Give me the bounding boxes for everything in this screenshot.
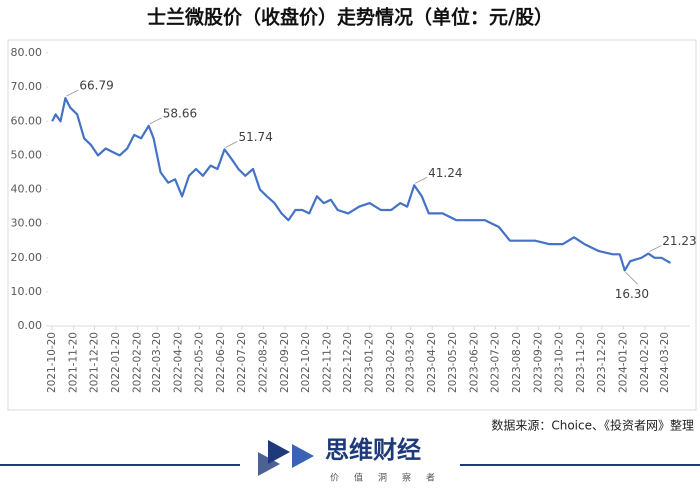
x-tick-label: 2023-05-20 xyxy=(447,332,459,393)
x-tick-label: 2023-11-20 xyxy=(575,332,587,393)
x-tick-label: 2022-07-20 xyxy=(236,332,248,393)
annotation-label: 58.66 xyxy=(163,106,197,120)
x-tick-label: 2022-09-20 xyxy=(279,332,291,393)
annotation-label: 51.74 xyxy=(238,130,272,144)
x-tick-label: 2022-11-20 xyxy=(321,332,333,393)
x-tick-label: 2023-06-20 xyxy=(469,332,481,393)
tagline-char: 价 xyxy=(330,473,339,484)
annotation-leader xyxy=(625,272,639,285)
x-tick-label: 2023-04-20 xyxy=(426,332,438,393)
x-tick-label: 2023-03-20 xyxy=(405,332,417,393)
plot-frame xyxy=(7,39,697,411)
price-line xyxy=(51,97,672,272)
x-tick-label: 2024-01-20 xyxy=(617,332,629,393)
y-tick-label: 50.00 xyxy=(11,148,43,161)
annotation-label: 16.30 xyxy=(615,287,649,301)
x-tick-label: 2023-07-20 xyxy=(489,332,501,393)
annotation-leader xyxy=(414,176,428,184)
x-tick-label: 2022-03-20 xyxy=(151,332,163,393)
x-tick-label: 2022-04-20 xyxy=(173,332,185,393)
x-tick-label: 2022-06-20 xyxy=(215,332,227,393)
x-tick-label: 2023-10-20 xyxy=(553,332,565,393)
x-tick-label: 2023-09-20 xyxy=(533,332,545,393)
annotation-label: 66.79 xyxy=(79,79,113,93)
annotation-label: 21.23 xyxy=(662,234,696,248)
brand-name: 思维财经 xyxy=(325,436,421,464)
y-tick-label: 70.00 xyxy=(11,80,43,93)
y-tick-label: 80.00 xyxy=(11,46,43,59)
chart-title: 士兰微股价（收盘价）走势情况（单位：元/股） xyxy=(147,6,553,29)
tagline-char: 者 xyxy=(426,473,435,484)
annotation-leader xyxy=(66,89,79,97)
y-tick-label: 20.00 xyxy=(11,251,43,264)
x-tick-label: 2022-02-20 xyxy=(132,332,144,393)
y-tick-label: 30.00 xyxy=(11,217,43,230)
tagline-char: 值 xyxy=(354,472,363,484)
x-tick-label: 2022-01-20 xyxy=(110,332,122,393)
x-tick-label: 2022-12-20 xyxy=(342,332,354,393)
annotation-label: 41.24 xyxy=(428,166,462,180)
y-tick-label: 0.00 xyxy=(18,319,43,332)
x-tick-label: 2022-05-20 xyxy=(193,332,205,393)
x-tick-label: 2024-02-20 xyxy=(639,332,651,393)
x-tick-label: 2021-11-20 xyxy=(68,332,80,393)
x-tick-label: 2023-02-20 xyxy=(385,332,397,393)
tagline-char: 洞 xyxy=(378,473,387,484)
annotation-leader xyxy=(225,140,238,148)
x-tick-label: 2022-10-20 xyxy=(300,332,312,393)
x-tick-label: 2022-08-20 xyxy=(257,332,269,393)
x-tick-label: 2023-12-20 xyxy=(596,332,608,393)
x-tick-label: 2024-03-20 xyxy=(659,332,671,393)
annotation-leader xyxy=(649,245,662,252)
y-tick-label: 60.00 xyxy=(11,114,43,127)
x-tick-label: 2021-10-20 xyxy=(46,332,58,393)
source-note: 数据来源：Choice、《投资者网》整理 xyxy=(491,418,694,433)
tagline-char: 察 xyxy=(402,472,411,484)
y-tick-label: 10.00 xyxy=(11,285,43,298)
annotation-leader xyxy=(149,117,162,125)
x-tick-label: 2021-12-20 xyxy=(89,332,101,393)
x-tick-label: 2023-01-20 xyxy=(364,332,376,393)
logo-icon xyxy=(258,440,314,476)
x-tick-label: 2023-08-20 xyxy=(511,332,523,393)
y-tick-label: 40.00 xyxy=(11,183,43,196)
